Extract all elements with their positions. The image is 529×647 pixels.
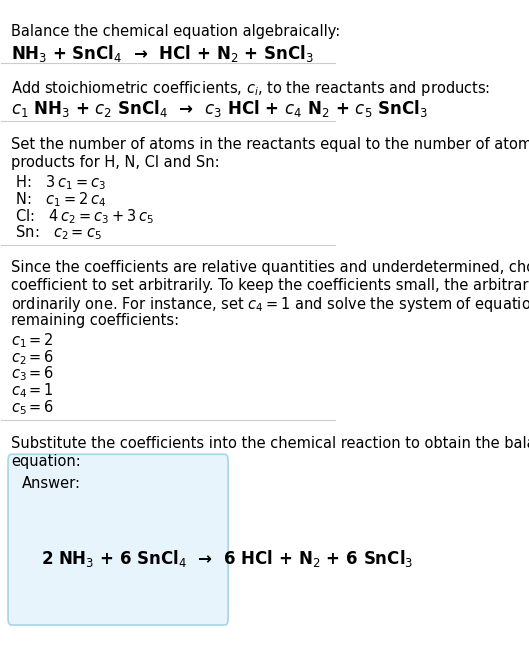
Text: 2 NH$_3$ + 6 SnCl$_4$  →  6 HCl + N$_2$ + 6 SnCl$_3$: 2 NH$_3$ + 6 SnCl$_4$ → 6 HCl + N$_2$ + … bbox=[41, 548, 414, 569]
Text: $c_2 = 6$: $c_2 = 6$ bbox=[12, 348, 54, 367]
Text: Substitute the coefficients into the chemical reaction to obtain the balanced: Substitute the coefficients into the che… bbox=[12, 435, 529, 450]
Text: $c_3 = 6$: $c_3 = 6$ bbox=[12, 365, 54, 384]
Text: remaining coefficients:: remaining coefficients: bbox=[12, 313, 179, 327]
Text: Cl:   $4\,c_2 = c_3 + 3\,c_5$: Cl: $4\,c_2 = c_3 + 3\,c_5$ bbox=[12, 207, 154, 226]
Text: coefficient to set arbitrarily. To keep the coefficients small, the arbitrary va: coefficient to set arbitrarily. To keep … bbox=[12, 278, 529, 292]
FancyBboxPatch shape bbox=[8, 454, 228, 625]
Text: Answer:: Answer: bbox=[21, 476, 80, 491]
Text: ordinarily one. For instance, set $c_4 = 1$ and solve the system of equations fo: ordinarily one. For instance, set $c_4 =… bbox=[12, 295, 529, 314]
Text: H:   $3\,c_1 = c_3$: H: $3\,c_1 = c_3$ bbox=[12, 173, 106, 192]
Text: Add stoichiometric coefficients, $c_i$, to the reactants and products:: Add stoichiometric coefficients, $c_i$, … bbox=[12, 79, 490, 98]
Text: N:   $c_1 = 2\,c_4$: N: $c_1 = 2\,c_4$ bbox=[12, 190, 106, 209]
Text: products for H, N, Cl and Sn:: products for H, N, Cl and Sn: bbox=[12, 155, 220, 170]
Text: Set the number of atoms in the reactants equal to the number of atoms in the: Set the number of atoms in the reactants… bbox=[12, 137, 529, 151]
Text: $c_4 = 1$: $c_4 = 1$ bbox=[12, 382, 54, 400]
Text: NH$_3$ + SnCl$_4$  →  HCl + N$_2$ + SnCl$_3$: NH$_3$ + SnCl$_4$ → HCl + N$_2$ + SnCl$_… bbox=[12, 43, 314, 64]
Text: Balance the chemical equation algebraically:: Balance the chemical equation algebraica… bbox=[12, 24, 341, 39]
Text: $c_5 = 6$: $c_5 = 6$ bbox=[12, 399, 54, 417]
Text: $c_1 = 2$: $c_1 = 2$ bbox=[12, 331, 54, 350]
Text: Since the coefficients are relative quantities and underdetermined, choose a: Since the coefficients are relative quan… bbox=[12, 260, 529, 276]
Text: equation:: equation: bbox=[12, 454, 81, 468]
Text: Sn:   $c_2 = c_5$: Sn: $c_2 = c_5$ bbox=[12, 224, 102, 243]
Text: $c_1$ NH$_3$ + $c_2$ SnCl$_4$  →  $c_3$ HCl + $c_4$ N$_2$ + $c_5$ SnCl$_3$: $c_1$ NH$_3$ + $c_2$ SnCl$_4$ → $c_3$ HC… bbox=[12, 98, 428, 119]
